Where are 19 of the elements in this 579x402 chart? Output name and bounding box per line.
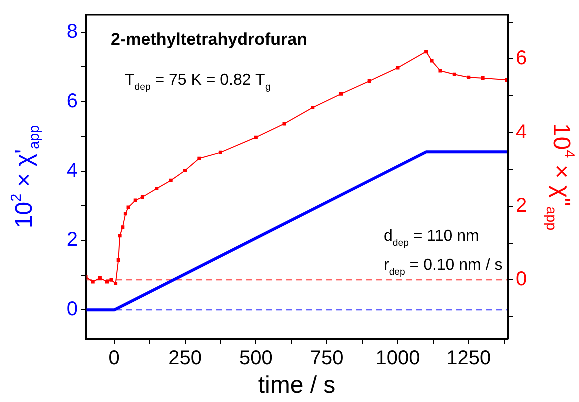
x-tick-label: 1000: [376, 348, 420, 370]
y-tick-label: 8: [66, 20, 78, 43]
y-tick-label: 2: [66, 229, 78, 252]
x-tick-label: 500: [239, 348, 273, 370]
y2-tick-label: 2: [516, 194, 528, 217]
x-tick-label: 1250: [446, 348, 492, 370]
y-tick-label: 4: [66, 160, 78, 182]
y-tick-label: 0: [66, 298, 78, 321]
text: 2-methyltetrahydrofuran: [111, 30, 308, 49]
x-tick-label: 250: [168, 348, 202, 370]
x-tick-label: 750: [310, 348, 344, 370]
x-tick-label: 0: [108, 348, 120, 370]
y2-tick-label: 4: [516, 121, 528, 144]
y2-axis-title: 104 × χ"app: [542, 123, 577, 231]
y-axis-title: 102 × χ'app: [9, 125, 44, 229]
y-tick-label: 6: [66, 90, 78, 112]
y2-tick-label: 6: [516, 48, 528, 70]
y2-tick-label: 0: [516, 268, 528, 291]
x-axis-title: time / s: [258, 372, 336, 399]
